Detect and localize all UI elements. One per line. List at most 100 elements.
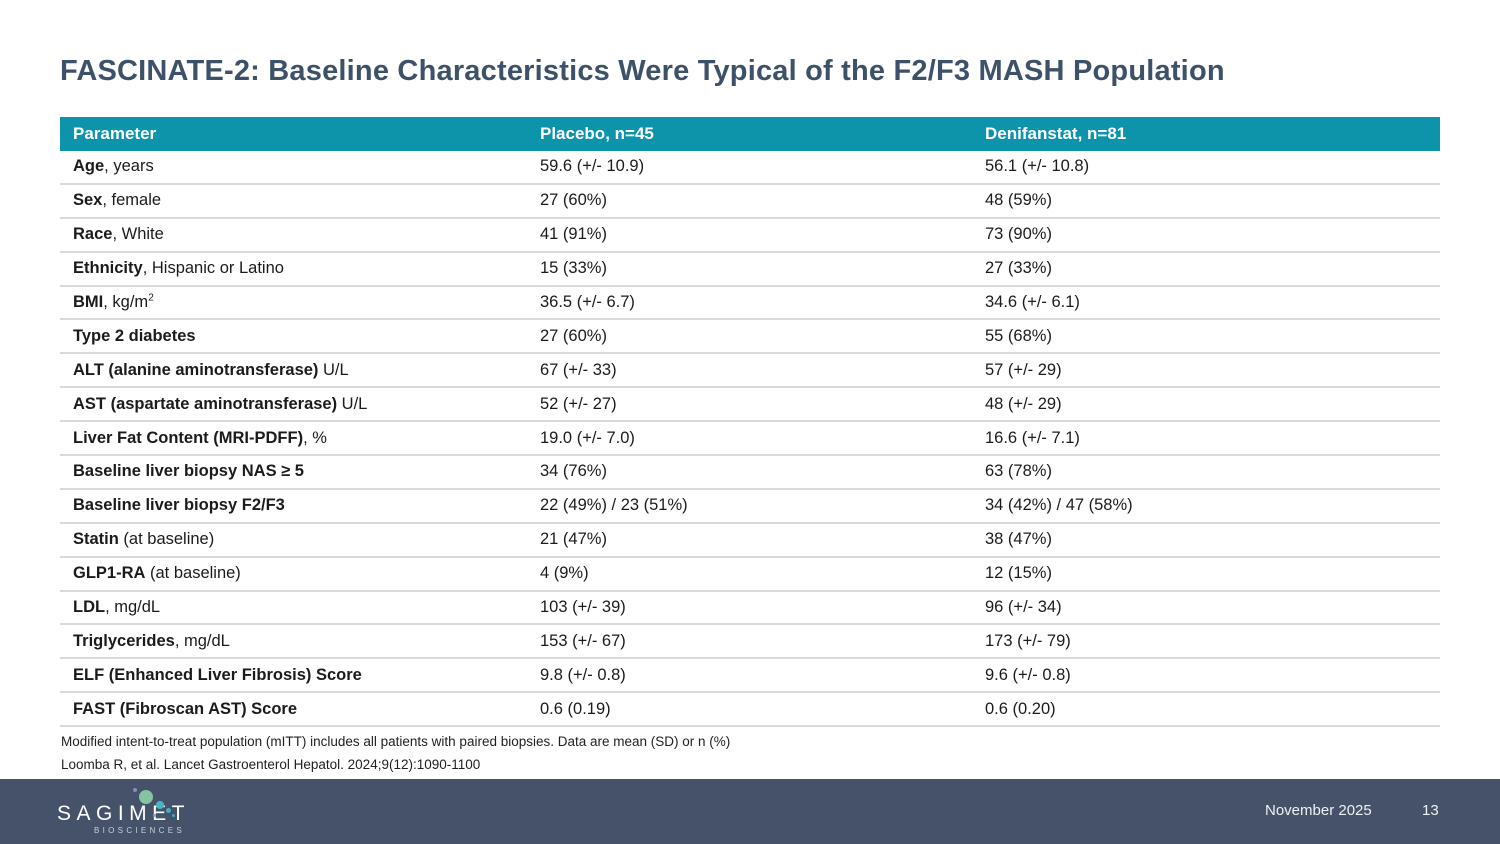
logo-dot-icon — [139, 790, 153, 804]
parameter-name: GLP1-RA — [73, 564, 146, 583]
parameter-cell: ALT (alanine aminotransferase) U/L — [60, 361, 540, 380]
parameter-cell: Baseline liver biopsy NAS ≥ 5 — [60, 462, 540, 481]
placebo-value: 27 (60%) — [540, 191, 607, 210]
table-row: LDL, mg/dL 103 (+/- 39) 96 (+/- 34) — [60, 591, 1440, 626]
parameter-cell: Ethnicity, Hispanic or Latino — [60, 259, 540, 278]
parameter-detail: , years — [104, 157, 154, 176]
denifanstat-value: 73 (90%) — [985, 225, 1052, 244]
sagimet-logo: SAGIMET BIOSCIENCES — [57, 803, 190, 835]
parameter-detail: , female — [102, 191, 162, 210]
parameter-sup: 2 — [148, 293, 154, 304]
placebo-value: 52 (+/- 27) — [540, 394, 617, 413]
parameter-name: Ethnicity — [73, 259, 143, 278]
denifanstat-value: 38 (47%) — [985, 530, 1052, 549]
parameter-cell: Sex, female — [60, 191, 540, 210]
parameter-cell: LDL, mg/dL — [60, 598, 540, 617]
placebo-value: 15 (33%) — [540, 259, 607, 278]
parameter-detail: , Hispanic or Latino — [142, 259, 284, 278]
denifanstat-value: 34 (42%) / 47 (58%) — [985, 496, 1133, 515]
denifanstat-value: 34.6 (+/- 6.1) — [985, 293, 1080, 311]
placebo-value: 34 (76%) — [540, 462, 607, 481]
placebo-value: 153 (+/- 67) — [540, 631, 626, 650]
logo-wordmark: SAGIMET — [57, 802, 191, 825]
logo-subtitle: BIOSCIENCES — [94, 826, 185, 835]
page-title: FASCINATE-2: Baseline Characteristics We… — [60, 55, 1225, 87]
parameter-name: AST (aspartate aminotransferase) — [73, 394, 338, 413]
denifanstat-value: 0.6 (0.20) — [985, 699, 1056, 718]
denifanstat-value: 63 (78%) — [985, 462, 1052, 481]
logo-dot-icon — [156, 801, 164, 809]
table-row: Baseline liver biopsy F2/F3 22 (49%) / 2… — [60, 489, 1440, 524]
parameter-cell: AST (aspartate aminotransferase) U/L — [60, 395, 540, 414]
table-row: FAST (Fibroscan AST) Score 0.6 (0.19) 0.… — [60, 693, 1440, 728]
header-placebo: Placebo, n=45 — [540, 124, 654, 143]
denifanstat-value: 48 (59%) — [985, 191, 1052, 210]
parameter-cell: ELF (Enhanced Liver Fibrosis) Score — [60, 666, 540, 685]
placebo-value: 59.6 (+/- 10.9) — [540, 157, 645, 176]
parameter-name: Liver Fat Content (MRI-PDFF) — [73, 428, 304, 447]
denifanstat-value: 9.6 (+/- 0.8) — [985, 665, 1071, 684]
parameter-name: Baseline liver biopsy F2/F3 — [73, 496, 285, 515]
parameter-detail: , mg/dL — [105, 598, 161, 617]
footer-bar: SAGIMET BIOSCIENCES November 2025 13 — [0, 779, 1500, 844]
parameter-detail: , mg/dL — [174, 631, 230, 650]
parameter-name: Statin — [73, 530, 119, 549]
parameter-detail: , White — [112, 225, 164, 244]
parameter-name: Type 2 diabetes — [73, 326, 196, 345]
parameter-cell: Triglycerides, mg/dL — [60, 632, 540, 651]
placebo-value: 9.8 (+/- 0.8) — [540, 665, 626, 684]
placebo-value: 22 (49%) / 23 (51%) — [540, 496, 688, 515]
parameter-cell: FAST (Fibroscan AST) Score — [60, 700, 540, 719]
placebo-value: 103 (+/- 39) — [540, 598, 626, 617]
denifanstat-value: 27 (33%) — [985, 259, 1052, 278]
parameter-name: Triglycerides — [73, 631, 175, 650]
table-row: Type 2 diabetes 27 (60%) 55 (68%) — [60, 320, 1440, 355]
table-row: ELF (Enhanced Liver Fibrosis) Score 9.8 … — [60, 659, 1440, 694]
parameter-name: LDL — [73, 598, 106, 617]
parameter-cell: Liver Fat Content (MRI-PDFF), % — [60, 429, 540, 448]
parameter-name: FAST (Fibroscan AST) Score — [73, 699, 298, 718]
denifanstat-value: 56.1 (+/- 10.8) — [985, 157, 1090, 176]
placebo-value: 21 (47%) — [540, 530, 607, 549]
parameter-name: BMI — [73, 293, 104, 311]
denifanstat-value: 57 (+/- 29) — [985, 360, 1062, 379]
placebo-value: 19.0 (+/- 7.0) — [540, 428, 635, 447]
parameter-cell: Type 2 diabetes — [60, 327, 540, 346]
parameter-name: Race — [73, 225, 113, 244]
table-row: Sex, female 27 (60%) 48 (59%) — [60, 184, 1440, 219]
denifanstat-value: 12 (15%) — [985, 564, 1052, 583]
page-number: 13 — [1422, 802, 1439, 819]
parameter-cell: Baseline liver biopsy F2/F3 — [60, 496, 540, 515]
parameter-detail: , kg/m — [103, 293, 149, 311]
table-header-row: Parameter Placebo, n=45 Denifanstat, n=8… — [60, 117, 1440, 151]
parameter-detail: (at baseline) — [118, 530, 215, 549]
placebo-value: 67 (+/- 33) — [540, 360, 617, 379]
denifanstat-value: 16.6 (+/- 7.1) — [985, 428, 1080, 447]
parameter-detail: (at baseline) — [145, 564, 241, 583]
parameter-detail: U/L — [337, 394, 368, 413]
baseline-characteristics-table: Parameter Placebo, n=45 Denifanstat, n=8… — [60, 117, 1440, 728]
table-row: BMI, kg/m2 36.5 (+/- 6.7) 34.6 (+/- 6.1) — [60, 286, 1440, 321]
logo-dot-icon — [166, 808, 171, 813]
table-row: Triglycerides, mg/dL 153 (+/- 67) 173 (+… — [60, 625, 1440, 660]
footnote-citation: Loomba R, et al. Lancet Gastroenterol He… — [61, 757, 481, 772]
parameter-detail: , % — [303, 428, 327, 447]
parameter-cell: Race, White — [60, 225, 540, 244]
table-row: ALT (alanine aminotransferase) U/L 67 (+… — [60, 354, 1440, 389]
parameter-name: Age — [73, 157, 105, 176]
placebo-value: 4 (9%) — [540, 564, 589, 583]
table-row: GLP1-RA (at baseline) 4 (9%) 12 (15%) — [60, 557, 1440, 592]
table-row: Liver Fat Content (MRI-PDFF), % 19.0 (+/… — [60, 422, 1440, 457]
logo-dot-icon — [153, 814, 156, 817]
logo-dot-icon — [133, 788, 137, 792]
table-row: Baseline liver biopsy NAS ≥ 5 34 (76%) 6… — [60, 456, 1440, 490]
denifanstat-value: 48 (+/- 29) — [985, 394, 1062, 413]
placebo-value: 27 (60%) — [540, 326, 607, 345]
table-row: Statin (at baseline) 21 (47%) 38 (47%) — [60, 523, 1440, 558]
parameter-name: Baseline liver biopsy NAS ≥ 5 — [73, 462, 304, 481]
parameter-name: Sex — [73, 191, 103, 210]
header-parameter: Parameter — [73, 124, 157, 143]
placebo-value: 36.5 (+/- 6.7) — [540, 293, 635, 311]
footer-date: November 2025 — [1265, 802, 1372, 819]
